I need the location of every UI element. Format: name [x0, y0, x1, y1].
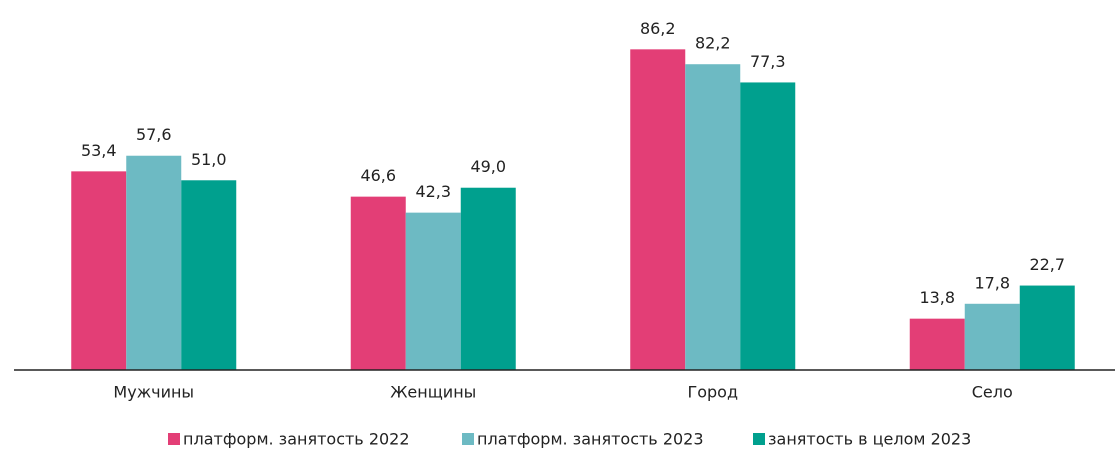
x-tick-label: Город [687, 383, 738, 402]
bar [460, 187, 516, 370]
legend-swatch [753, 433, 765, 445]
data-label: 86,2 [640, 19, 676, 38]
bar [685, 64, 741, 370]
bar [630, 49, 686, 370]
x-tick-label: Село [972, 383, 1013, 402]
legend-swatch [168, 433, 180, 445]
data-label: 17,8 [974, 273, 1010, 292]
data-label: 51,0 [191, 150, 227, 169]
bar [71, 171, 127, 370]
bar [740, 82, 796, 370]
data-label: 77,3 [750, 52, 786, 71]
data-label: 57,6 [136, 125, 172, 144]
legend-label: занятость в целом 2023 [768, 430, 971, 449]
bar [1019, 285, 1075, 370]
bar [405, 212, 461, 370]
bar [181, 180, 237, 370]
legend-label: платформ. занятость 2022 [183, 430, 410, 449]
legend-swatch [462, 433, 474, 445]
data-label: 22,7 [1029, 255, 1065, 274]
x-tick-label: Женщины [390, 383, 476, 402]
bar [350, 196, 406, 370]
data-label: 53,4 [81, 141, 117, 160]
data-label: 46,6 [360, 166, 396, 185]
bar [964, 303, 1020, 370]
bar [126, 155, 182, 370]
data-label: 82,2 [695, 34, 731, 53]
bar [909, 318, 965, 370]
data-label: 49,0 [470, 157, 506, 176]
x-tick-label: Мужчины [113, 383, 194, 402]
data-label: 42,3 [415, 182, 451, 201]
legend-label: платформ. занятость 2023 [477, 430, 704, 449]
data-label: 13,8 [919, 288, 955, 307]
